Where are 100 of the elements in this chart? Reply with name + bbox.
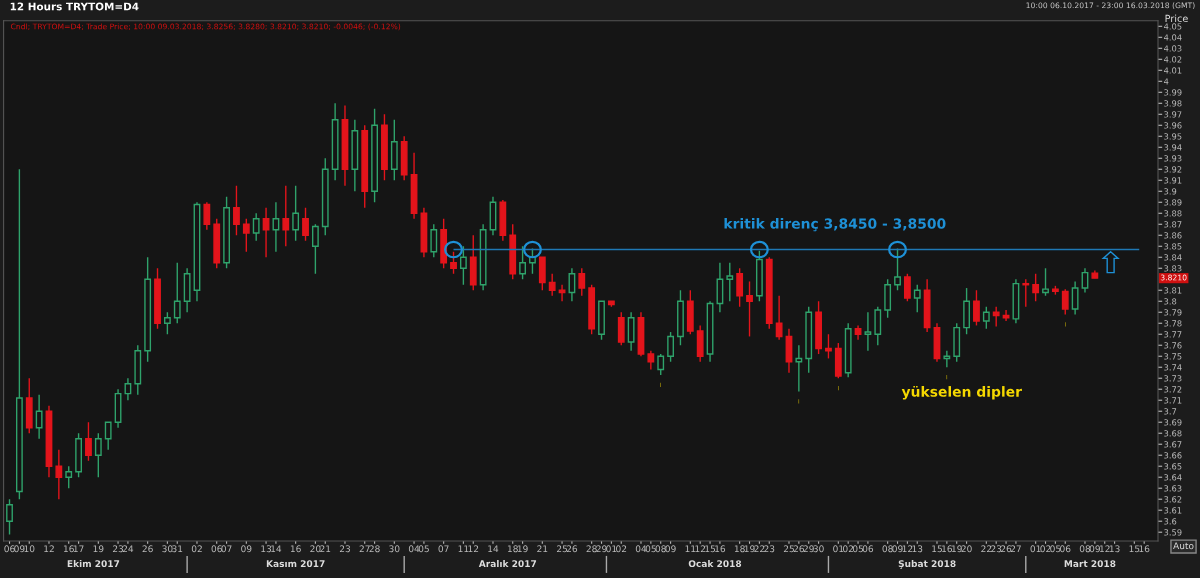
text: Kasım 2017 bbox=[266, 560, 325, 568]
y-tick-label: 4 bbox=[1163, 78, 1169, 85]
x-tick-label: 15 bbox=[1129, 545, 1140, 553]
x-tick-label: 08 bbox=[882, 545, 893, 553]
candlestick bbox=[35, 394, 43, 440]
candlestick bbox=[163, 311, 171, 335]
x-tick-label: 18 bbox=[507, 545, 518, 553]
text: Ocak 2018 bbox=[688, 560, 742, 568]
candlestick bbox=[736, 267, 744, 308]
y-tick-label: 3.95 bbox=[1164, 133, 1182, 140]
candlestick bbox=[94, 432, 102, 478]
x-tick-label: 26 bbox=[793, 545, 805, 553]
candlestick bbox=[173, 262, 181, 324]
text: Şubat 2018 bbox=[898, 560, 956, 569]
y-tick-label: 3.83 bbox=[1164, 265, 1182, 272]
x-tick-label: 12 bbox=[695, 545, 706, 553]
x-tick-label: 02 bbox=[616, 545, 627, 553]
candlestick bbox=[459, 245, 467, 286]
y-tick-label: 3.62 bbox=[1164, 496, 1182, 503]
candlestick bbox=[65, 465, 73, 489]
x-tick-label: 04 bbox=[408, 545, 420, 553]
candlestick bbox=[903, 273, 911, 302]
x-tick-label: 25 bbox=[783, 545, 794, 553]
annotation: yükselen dipler bbox=[901, 385, 1022, 400]
y-tick-label: 3.7 bbox=[1164, 408, 1177, 415]
x-tick-label: 24 bbox=[122, 545, 134, 553]
y-tick-label: 3.67 bbox=[1164, 441, 1182, 448]
x-tick-label: 30 bbox=[813, 545, 824, 553]
candlestick bbox=[775, 295, 783, 341]
x-tick-label: 06 bbox=[211, 545, 222, 553]
candlestick bbox=[282, 185, 290, 247]
x-tick-label: 14 bbox=[488, 545, 499, 553]
x-tick-label: 11 bbox=[458, 545, 469, 553]
y-tick-label: 3.98 bbox=[1164, 100, 1182, 107]
x-tick-label: 12 bbox=[902, 545, 913, 553]
x-tick-label: 07 bbox=[438, 545, 449, 553]
y-tick-label: 3.91 bbox=[1164, 177, 1182, 184]
x-tick-label: 23 bbox=[112, 545, 124, 553]
x-tick-label: 01 bbox=[606, 545, 617, 553]
y-tick-label: 4.03 bbox=[1163, 45, 1182, 52]
candlestick bbox=[726, 262, 734, 302]
x-tick-label: 06 bbox=[4, 545, 15, 553]
x-tick-label: 26 bbox=[142, 545, 153, 553]
candlestick bbox=[578, 267, 586, 297]
text: Auto bbox=[1173, 542, 1194, 550]
x-tick-label: 10 bbox=[24, 545, 35, 553]
x-tick-label: 12 bbox=[44, 545, 54, 553]
x-tick-label: 01 bbox=[833, 545, 844, 553]
candlestick bbox=[864, 311, 872, 352]
x-tick-label: 05 bbox=[852, 545, 864, 553]
text: Mart 2018 bbox=[1064, 560, 1116, 568]
y-tick-label: 3.63 bbox=[1164, 485, 1182, 492]
y-tick-label: 3.97 bbox=[1164, 111, 1182, 118]
candlestick bbox=[894, 247, 901, 291]
x-tick-label: 31 bbox=[172, 545, 183, 553]
candlestick bbox=[85, 421, 92, 462]
candlestick bbox=[913, 284, 921, 313]
y-tick-label: 3.78 bbox=[1164, 320, 1182, 327]
y-tick-label: 3.64 bbox=[1164, 474, 1182, 481]
candlestick bbox=[302, 207, 309, 242]
candlestick bbox=[203, 201, 211, 231]
x-tick-label: 25 bbox=[556, 545, 568, 553]
x-tick-label: 04 bbox=[635, 545, 647, 553]
y-tick-label: 3.61 bbox=[1164, 507, 1182, 514]
candlestick bbox=[973, 289, 980, 327]
candlestick bbox=[657, 353, 665, 376]
x-tick-label: 08 bbox=[655, 545, 666, 553]
candlestick bbox=[1071, 280, 1079, 316]
candlestick bbox=[450, 251, 457, 275]
x-tick-label: 13 bbox=[912, 545, 923, 553]
candlestick bbox=[1022, 278, 1030, 308]
candlestick bbox=[1061, 288, 1069, 316]
x-tick-label: 22 bbox=[981, 545, 992, 553]
chart-title: 12 Hours TRYTOM=D4 bbox=[10, 2, 139, 11]
candlestick bbox=[233, 185, 240, 236]
candlestick bbox=[242, 218, 250, 253]
y-tick-label: 3.75 bbox=[1164, 353, 1182, 360]
y-tick-label: 4.05 bbox=[1163, 23, 1182, 30]
x-tick-label: 19 bbox=[517, 545, 528, 553]
x-tick-label: 12 bbox=[468, 545, 479, 553]
x-tick-label: 06 bbox=[1060, 545, 1071, 553]
y-tick-label: 3.6 bbox=[1164, 518, 1177, 525]
y-tick-label: 3.59 bbox=[1164, 529, 1182, 536]
x-tick-label: 11 bbox=[685, 545, 696, 553]
candlestick bbox=[746, 280, 753, 338]
x-tick-label: 22 bbox=[754, 545, 765, 553]
x-tick-label: 26 bbox=[1000, 545, 1012, 553]
y-tick-label: 4.02 bbox=[1163, 56, 1182, 63]
candlestick bbox=[825, 333, 832, 360]
x-tick-label: 05 bbox=[418, 545, 429, 553]
x-tick-label: 23 bbox=[339, 545, 351, 553]
x-tick-label: 29 bbox=[596, 545, 607, 553]
candlestick bbox=[982, 306, 990, 330]
x-tick-label: 27 bbox=[359, 545, 370, 553]
candlestick bbox=[667, 331, 674, 363]
candlestick bbox=[1042, 267, 1049, 297]
x-tick-label: 02 bbox=[843, 545, 854, 553]
y-axis-title: Price bbox=[1165, 14, 1188, 23]
x-tick-label: 26 bbox=[566, 545, 578, 553]
x-tick-label: 30 bbox=[162, 545, 173, 553]
